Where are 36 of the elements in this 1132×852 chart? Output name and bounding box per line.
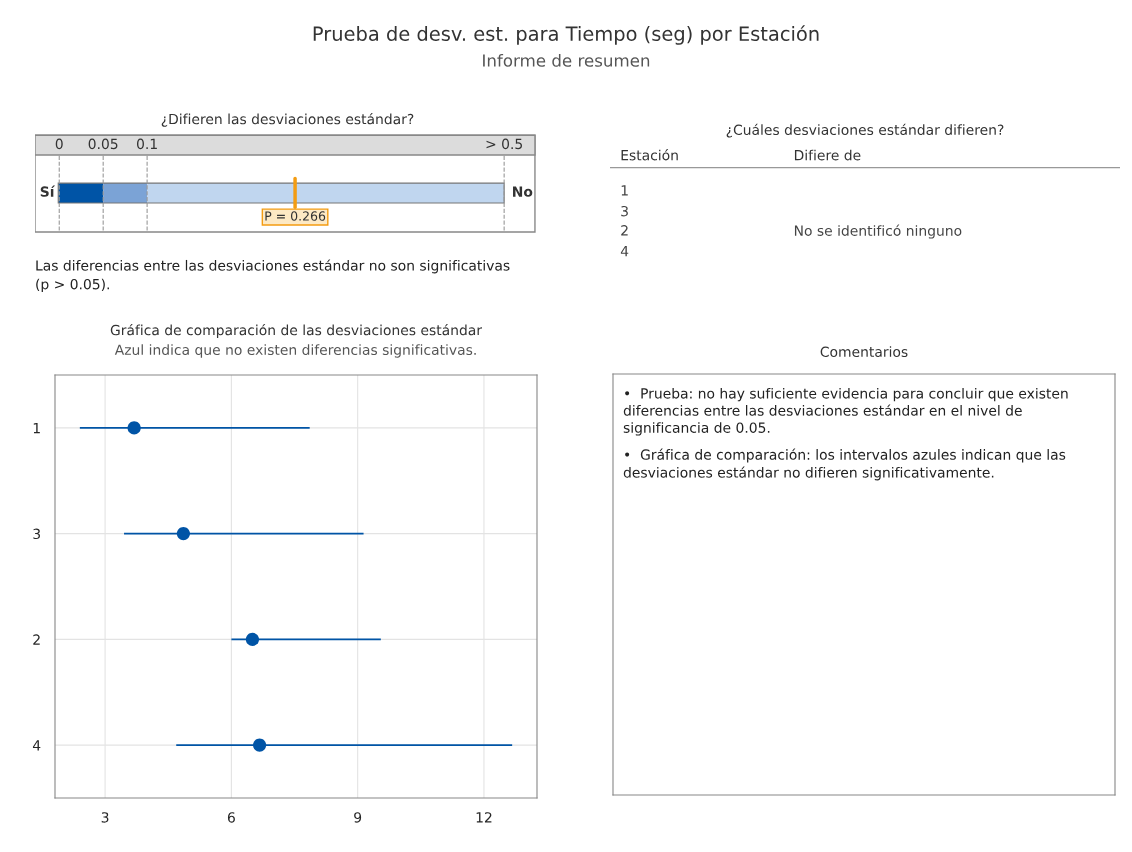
text: 3 <box>621 205 628 217</box>
text: ¿Cuáles desviaciones estándar difieren? <box>726 123 1004 138</box>
text: Las diferencias entre las desviaciones estándar no son significativas (p > 0.05). <box>36 259 510 293</box>
text: • Gráfica de comparación: los intervalos azules indican que las desviaciones estándar no difieren significativamente. <box>623 448 1066 481</box>
point <box>127 421 141 435</box>
text: 0.05 <box>88 138 118 150</box>
text: P = 0.266 <box>265 211 326 221</box>
x-tick-label: 3 <box>101 812 109 823</box>
text: Comentarios <box>820 346 908 358</box>
text: 2 <box>621 225 628 236</box>
point <box>176 527 190 541</box>
text: Difiere de <box>794 149 861 161</box>
text: Informe de resumen <box>483 53 650 67</box>
text: • Prueba: no hay suficiente evidencia para concluir que existen diferencias entre las desviaciones estándar en el nivel de significancia de 0.05. <box>623 387 1068 436</box>
chart-title: Gráfica de comparación de las desviaciones estándar <box>110 324 483 338</box>
y-tick-label: 3 <box>33 528 40 540</box>
point <box>253 738 267 752</box>
text: 0 <box>55 138 63 150</box>
y-tick-label: 1 <box>33 423 40 434</box>
text: 1 <box>621 185 628 196</box>
y-tick-label: 2 <box>33 634 40 645</box>
text: Estación <box>621 149 678 161</box>
x-tick-label: 9 <box>354 812 362 823</box>
x-tick-label: 12 <box>476 812 492 823</box>
chart-subtitle: Azul indica que no existen diferencias significativas. <box>114 344 476 358</box>
text: Prueba de desv. est. para Tiempo (seg) por Estación <box>313 25 819 45</box>
text: No <box>513 186 533 197</box>
text: 0.1 <box>136 138 157 150</box>
text: ¿Difieren las desviaciones estándar? <box>161 113 414 127</box>
y-tick-label: 4 <box>32 740 41 751</box>
text: 4 <box>620 246 629 257</box>
point <box>245 632 260 646</box>
text: > 0.5 <box>486 138 522 150</box>
text: No se identificó ninguno <box>794 224 962 239</box>
x-tick-label: 6 <box>227 812 235 823</box>
text: Sí <box>40 185 56 197</box>
